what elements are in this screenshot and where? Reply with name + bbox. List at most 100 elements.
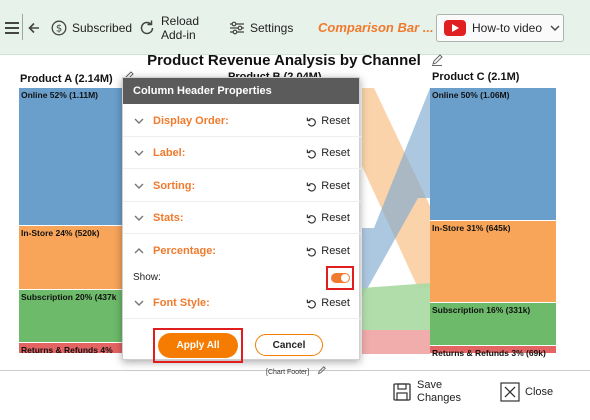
reset-button[interactable]: Reset [306,105,350,137]
dollar-icon: $ [51,20,67,35]
property-row[interactable]: Label: Reset [123,137,361,169]
reset-button[interactable]: Reset [306,202,350,234]
flow-band-subscription [362,283,430,330]
reset-button[interactable]: Reset [306,235,350,267]
undo-icon [307,149,317,159]
edit-footer-icon[interactable] [317,366,327,375]
bar-segment-label: Online 50% (1.06M) [432,90,510,100]
percentage-show-row: Show: [123,266,361,290]
column-header-a[interactable]: Product A (2.14M) [20,71,134,85]
howto-video-dropdown[interactable]: How-to video [436,14,564,42]
save-icon [393,383,411,401]
undo-icon [307,214,317,224]
column-header-c-text: Product C (2.1M) [432,71,520,83]
subscribed-button[interactable]: $ Subscribed [51,0,132,55]
chart-title: Product Revenue Analysis by Channel [0,52,590,69]
undo-icon [307,117,317,127]
chart-footer-text: [Chart Footer] [266,369,310,376]
reset-label: Reset [321,297,350,309]
brand-title: Comparison Bar ... [318,20,434,35]
chevron-down-icon[interactable] [133,180,145,192]
save-changes-button[interactable]: Save Changes [392,378,461,406]
property-row[interactable]: Font Style: Reset [123,287,361,319]
toolbar-divider [22,14,23,40]
chart-footer[interactable]: [Chart Footer] [266,366,327,376]
bar-segment-label: Returns & Refunds 4% [21,345,113,356]
reset-button[interactable]: Reset [306,137,350,169]
column-header-c[interactable]: Product C (2.1M) [432,71,519,83]
chart-title-text: Product Revenue Analysis by Channel [147,52,421,69]
bar-segment-label: Online 52% (1.11M) [21,90,98,100]
bar-segment-label: Subscription 16% (331k) [432,305,531,316]
back-arrow-icon[interactable] [27,0,41,55]
chevron-down-icon[interactable] [133,147,145,159]
dialog-title: Column Header Properties [123,78,359,104]
property-row-label: Percentage: [153,245,216,257]
bar-segment-label: In-Store 31% (645k) [432,223,511,233]
bar-segment: Subscription 20% (437k [19,290,123,343]
subscribed-label: Subscribed [72,20,133,35]
show-label: Show: [133,272,161,283]
toggle-highlight [326,266,354,290]
property-row[interactable]: Display Order: Reset [123,105,361,137]
flow-band-returns [362,330,430,354]
property-row-label: Stats: [153,211,184,224]
apply-highlight: Apply All [153,328,243,363]
ribbon-toolbar: $ Subscribed Reload Add-in Settings Comp… [0,0,590,55]
svg-text:$: $ [56,23,62,34]
property-row-label: Display Order: [153,114,229,127]
property-row[interactable]: Sorting: Reset [123,170,361,202]
undo-icon [307,247,317,257]
bar-segment-label: Subscription 20% (437k [21,292,117,303]
reload-label-line1: Reload [161,13,200,28]
close-label: Close [525,385,554,398]
undo-icon [307,299,317,309]
chevron-down-icon[interactable] [133,115,145,127]
bar-segment: Online 52% (1.11M) [19,88,123,226]
youtube-icon [444,20,466,36]
reset-label: Reset [321,245,350,257]
edit-title-icon[interactable] [431,54,443,66]
reload-icon [140,20,154,34]
cancel-button[interactable]: Cancel [255,334,323,356]
show-percentage-toggle[interactable] [331,273,350,283]
reload-addin-button[interactable]: Reload Add-in [138,0,199,55]
property-row-label: Font Style: [153,296,210,309]
bar-segment: Returns & Refunds 3% (69k) [430,346,556,358]
bar-segment: Online 50% (1.06M) [430,88,556,220]
apply-all-button[interactable]: Apply All [158,333,238,358]
property-row-label: Sorting: [153,179,196,192]
save-label-line1: Save [417,379,443,391]
undo-icon [307,182,317,192]
sliders-icon [230,21,244,34]
reload-label-line2: Add-in [161,27,196,42]
bar-segment: Subscription 16% (331k) [430,303,556,345]
bar-segment: In-Store 24% (520k) [19,226,123,290]
chevron-down-icon[interactable] [133,297,145,309]
menu-icon[interactable] [4,0,20,55]
save-label-line2: Changes [417,392,462,404]
property-row[interactable]: Stats: Reset [123,202,361,234]
chevron-up-icon[interactable] [133,245,145,257]
close-button[interactable]: Close [500,378,553,406]
column-header-properties-dialog: Column Header Properties Display Order: R… [122,77,361,363]
reset-button[interactable]: Reset [306,287,350,319]
settings-button[interactable]: Settings [229,0,293,55]
chevron-down-icon[interactable] [133,212,145,224]
column-header-a-text: Product A (2.14M) [20,73,113,85]
bar-segment: In-Store 31% (645k) [430,221,556,303]
reset-label: Reset [321,180,350,192]
flow-band-online-cross [362,88,430,298]
reset-button[interactable]: Reset [306,170,350,202]
property-row[interactable]: Percentage: Reset [123,235,361,267]
chevron-down-icon [550,25,560,31]
bar-segment: Returns & Refunds 4% [19,343,123,356]
flow-bands [362,88,430,354]
settings-label: Settings [250,20,294,35]
reset-label: Reset [321,147,350,159]
bar-segment-label: In-Store 24% (520k) [21,228,100,239]
reset-label: Reset [321,115,350,127]
property-row-label: Label: [153,146,186,159]
howto-label: How-to video [472,21,543,35]
chart-footer-divider [0,370,590,371]
